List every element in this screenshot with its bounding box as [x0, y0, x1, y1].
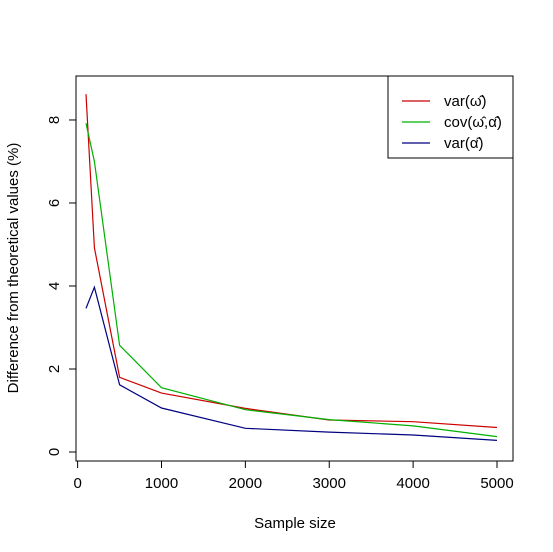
y-axis-label: Difference from theoretical values (%)	[5, 143, 22, 394]
legend: var(ω̂) cov(ω̂,α̂) var(α̂)	[387, 75, 514, 159]
y-axis: 0 2 4 6 8	[46, 116, 77, 456]
x-axis: 0 1000 2000 3000 4000 5000	[73, 460, 514, 492]
legend-label-3: var(α̂)	[444, 135, 484, 152]
y-tick-label: 6	[46, 199, 63, 207]
y-tick-label: 4	[46, 282, 63, 290]
x-tick-label: 5000	[480, 475, 513, 492]
x-tick-label: 0	[73, 475, 81, 492]
x-axis-label: Sample size	[254, 515, 336, 532]
y-tick-label: 8	[46, 116, 63, 124]
series-lines	[85, 94, 498, 441]
y-tick-label: 0	[46, 448, 63, 456]
x-tick-label: 4000	[396, 475, 429, 492]
legend-label-1: var(ω̂)	[444, 93, 487, 110]
series-line-1	[85, 94, 498, 429]
x-tick-label: 1000	[145, 475, 178, 492]
y-tick-label: 2	[46, 365, 63, 373]
legend-box	[387, 75, 514, 159]
series-line-2	[85, 123, 498, 438]
legend-label-2: cov(ω̂,α̂)	[444, 114, 502, 131]
x-tick-label: 3000	[313, 475, 346, 492]
x-tick-label: 2000	[229, 475, 262, 492]
series-line-3	[85, 285, 498, 441]
